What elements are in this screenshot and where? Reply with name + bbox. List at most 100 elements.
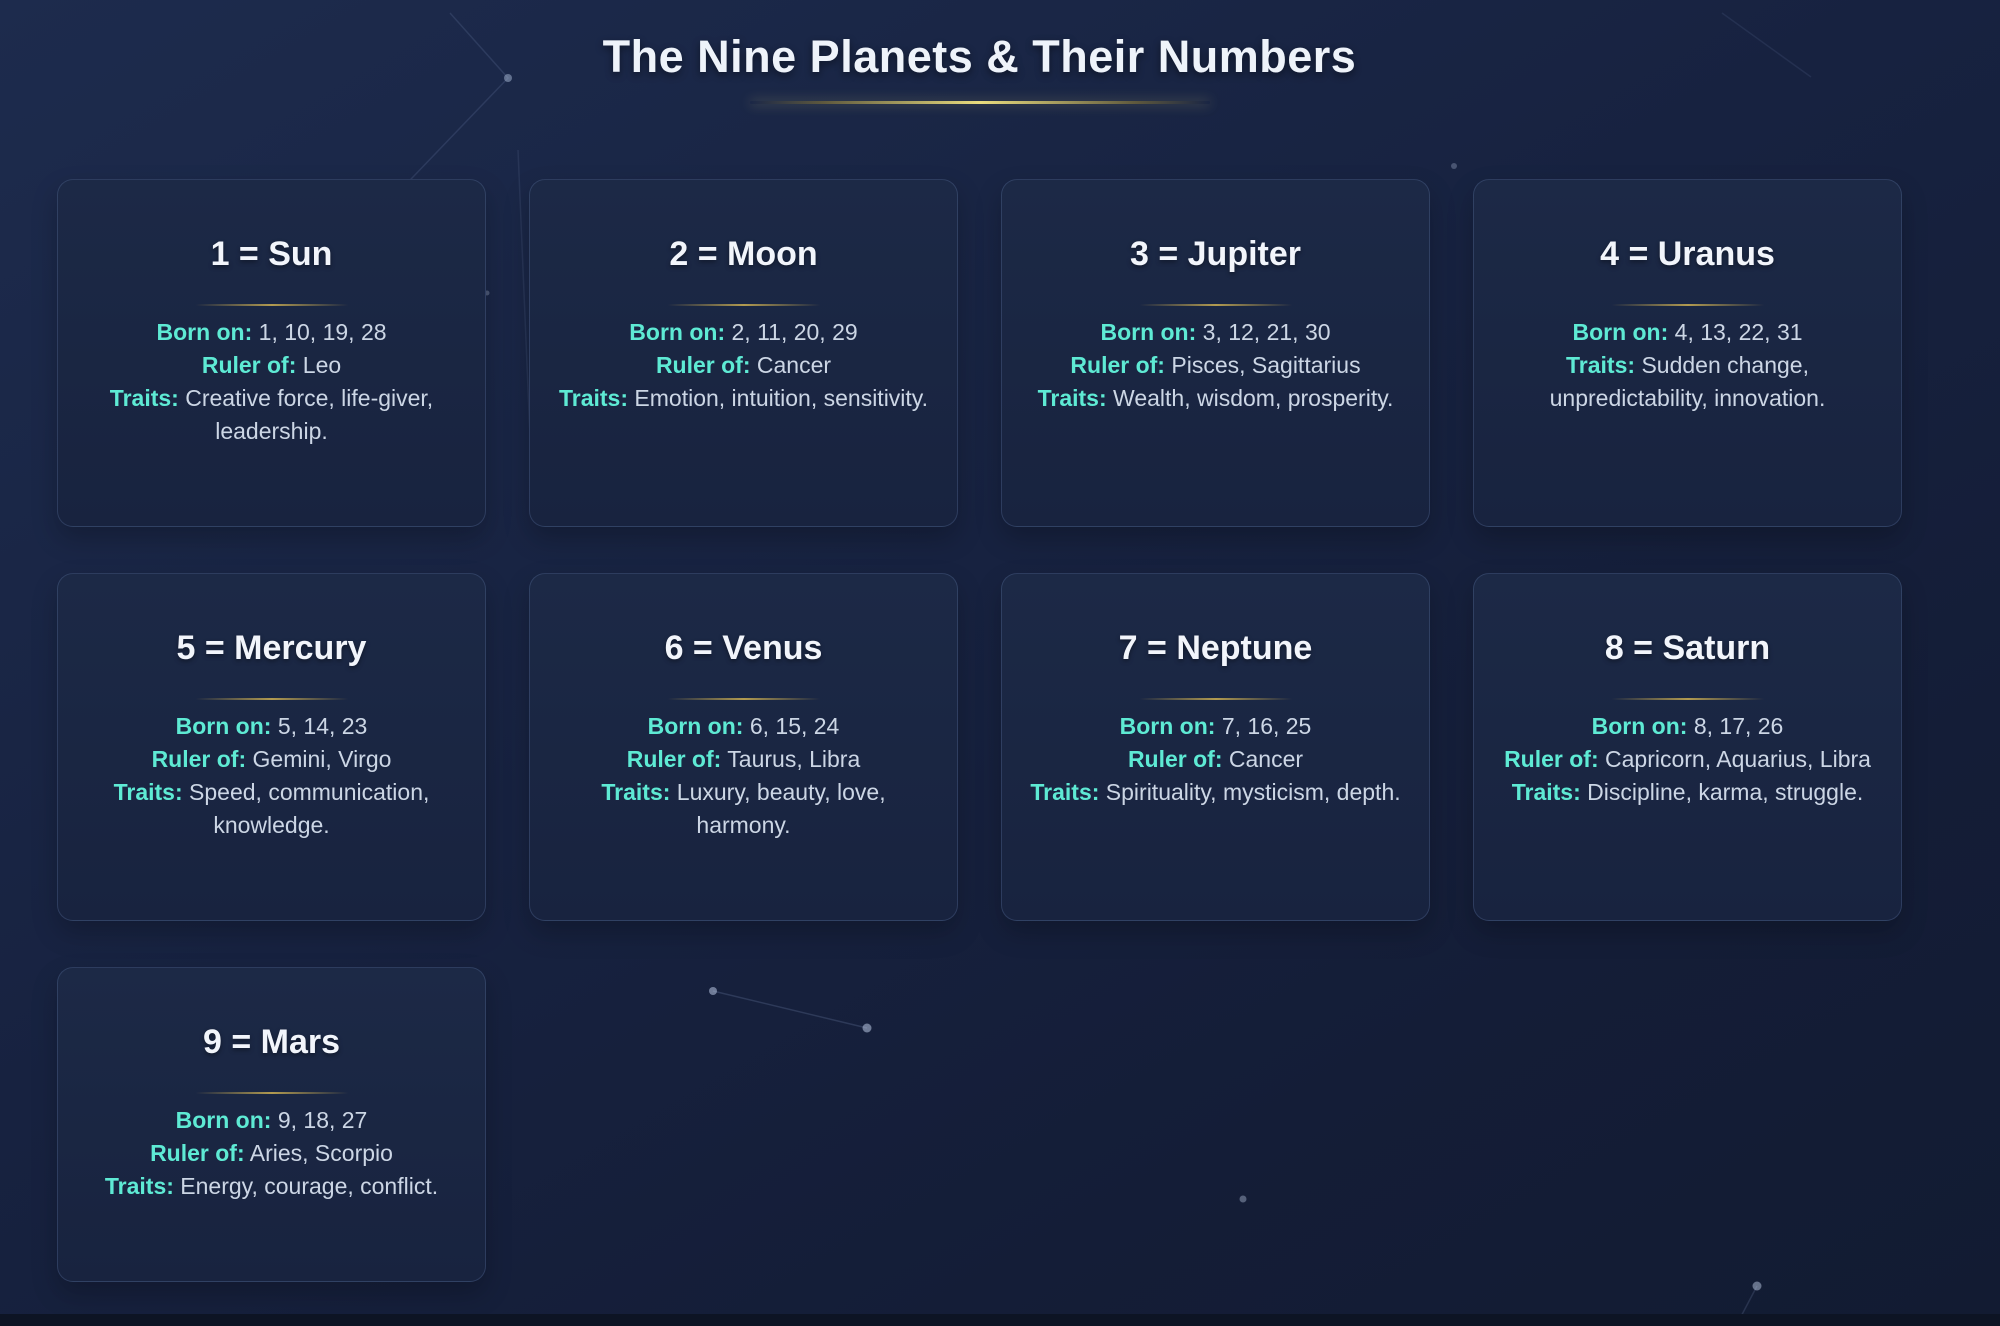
- ruler-of-label: Ruler of:: [1127, 746, 1223, 772]
- planet-card-title: 1 = Sun: [210, 235, 333, 273]
- born-on-value: 2, 11, 20, 29: [731, 319, 858, 345]
- ruler-of-label: Ruler of:: [150, 1140, 245, 1166]
- planet-card-title: 9 = Mars: [202, 1023, 341, 1061]
- card-underline: [667, 698, 820, 700]
- planet-card: 6 = Venus Born on: 6, 15, 24 Ruler of: T…: [529, 573, 958, 921]
- born-on-label: Born on:: [156, 319, 253, 345]
- card-underline: [1139, 698, 1292, 700]
- planet-card: 2 = Moon Born on: 2, 11, 20, 29 Ruler of…: [529, 179, 958, 527]
- planet-card-title: 5 = Mercury: [176, 629, 367, 667]
- born-on-label: Born on:: [1572, 319, 1669, 345]
- born-on-line: Born on: 9, 18, 27: [84, 1104, 459, 1137]
- born-on-line: Born on: 4, 13, 22, 31: [1500, 316, 1875, 349]
- page-title: The Nine Planets & Their Numbers: [602, 31, 1357, 82]
- planet-card-body: Born on: 8, 17, 26 Ruler of: Capricorn, …: [1474, 710, 1901, 809]
- ruler-of-line: Ruler of: Aries, Scorpio: [84, 1137, 459, 1170]
- ruler-of-line: Ruler of: Capricorn, Aquarius, Libra: [1500, 743, 1875, 776]
- born-on-line: Born on: 3, 12, 21, 30: [1028, 316, 1403, 349]
- ruler-of-value: Capricorn, Aquarius, Libra: [1605, 746, 1871, 772]
- ruler-of-label: Ruler of:: [151, 746, 247, 772]
- traits-line: Traits: Wealth, wisdom, prosperity.: [1028, 382, 1403, 415]
- born-on-label: Born on:: [629, 319, 726, 345]
- traits-value: Discipline, karma, struggle.: [1587, 779, 1864, 805]
- ruler-of-value: Cancer: [1228, 746, 1304, 772]
- traits-value: Emotion, intuition, sensitivity.: [634, 385, 928, 411]
- traits-label: Traits:: [1037, 385, 1107, 411]
- planet-card-body: Born on: 9, 18, 27 Ruler of: Aries, Scor…: [58, 1104, 485, 1203]
- planet-card: 8 = Saturn Born on: 8, 17, 26 Ruler of: …: [1473, 573, 1902, 921]
- born-on-label: Born on:: [1119, 713, 1216, 739]
- card-underline: [195, 304, 348, 306]
- ruler-of-label: Ruler of:: [1070, 352, 1165, 378]
- born-on-line: Born on: 8, 17, 26: [1500, 710, 1875, 743]
- traits-line: Traits: Emotion, intuition, sensitivity.: [556, 382, 931, 415]
- born-on-label: Born on:: [1100, 319, 1197, 345]
- ruler-of-value: Pisces, Sagittarius: [1171, 352, 1361, 378]
- traits-line: Traits: Creative force, life-giver, lead…: [84, 382, 459, 448]
- planet-card-title: 8 = Saturn: [1604, 629, 1771, 667]
- planet-card-body: Born on: 2, 11, 20, 29 Ruler of: Cancer …: [530, 316, 957, 415]
- planet-card-body: Born on: 3, 12, 21, 30 Ruler of: Pisces,…: [1002, 316, 1429, 415]
- ruler-of-line: Ruler of: Leo: [84, 349, 459, 382]
- born-on-line: Born on: 2, 11, 20, 29: [556, 316, 931, 349]
- born-on-value: 8, 17, 26: [1693, 713, 1784, 739]
- ruler-of-line: Ruler of: Gemini, Virgo: [84, 743, 459, 776]
- planet-card: 5 = Mercury Born on: 5, 14, 23 Ruler of:…: [57, 573, 486, 921]
- traits-label: Traits:: [601, 779, 671, 805]
- planet-card: 9 = Mars Born on: 9, 18, 27 Ruler of: Ar…: [57, 967, 486, 1282]
- traits-value: Luxury, beauty, love, harmony.: [676, 779, 886, 838]
- planet-card-title: 7 = Neptune: [1118, 629, 1313, 667]
- card-underline: [1611, 698, 1764, 700]
- born-on-label: Born on:: [175, 1107, 272, 1133]
- planet-card: 3 = Jupiter Born on: 3, 12, 21, 30 Ruler…: [1001, 179, 1430, 527]
- born-on-value: 5, 14, 23: [277, 713, 368, 739]
- page-header: The Nine Planets & Their Numbers: [57, 30, 1902, 104]
- title-underline: [749, 101, 1210, 104]
- traits-line: Traits: Spirituality, mysticism, depth.: [1028, 776, 1403, 809]
- planet-card-body: Born on: 7, 16, 25 Ruler of: Cancer Trai…: [1002, 710, 1429, 809]
- planet-card-body: Born on: 4, 13, 22, 31 Traits: Sudden ch…: [1474, 316, 1901, 415]
- ruler-of-label: Ruler of:: [1504, 746, 1599, 772]
- traits-line: Traits: Energy, courage, conflict.: [84, 1170, 459, 1203]
- traits-label: Traits:: [1566, 352, 1636, 378]
- ruler-of-value: Leo: [302, 352, 342, 378]
- ruler-of-line: Ruler of: Cancer: [1028, 743, 1403, 776]
- planet-grid: 1 = Sun Born on: 1, 10, 19, 28 Ruler of:…: [57, 179, 1902, 1282]
- ruler-of-value: Gemini, Virgo: [252, 746, 392, 772]
- traits-line: Traits: Speed, communication, knowledge.: [84, 776, 459, 842]
- born-on-value: 4, 13, 22, 31: [1674, 319, 1803, 345]
- planet-card-body: Born on: 5, 14, 23 Ruler of: Gemini, Vir…: [58, 710, 485, 842]
- ruler-of-line: Ruler of: Pisces, Sagittarius: [1028, 349, 1403, 382]
- born-on-value: 3, 12, 21, 30: [1202, 319, 1331, 345]
- born-on-label: Born on:: [1591, 713, 1688, 739]
- traits-label: Traits:: [109, 385, 179, 411]
- born-on-value: 6, 15, 24: [749, 713, 840, 739]
- born-on-line: Born on: 6, 15, 24: [556, 710, 931, 743]
- traits-value: Wealth, wisdom, prosperity.: [1113, 385, 1394, 411]
- ruler-of-label: Ruler of:: [201, 352, 297, 378]
- traits-value: Energy, courage, conflict.: [180, 1173, 439, 1199]
- born-on-label: Born on:: [175, 713, 272, 739]
- traits-label: Traits:: [104, 1173, 174, 1199]
- traits-line: Traits: Discipline, karma, struggle.: [1500, 776, 1875, 809]
- born-on-line: Born on: 1, 10, 19, 28: [84, 316, 459, 349]
- planet-card-body: Born on: 6, 15, 24 Ruler of: Taurus, Lib…: [530, 710, 957, 842]
- planet-card-body: Born on: 1, 10, 19, 28 Ruler of: Leo Tra…: [58, 316, 485, 448]
- ruler-of-label: Ruler of:: [626, 746, 722, 772]
- traits-value: Sudden change, unpredictability, innovat…: [1549, 352, 1826, 411]
- ruler-of-line: Ruler of: Taurus, Libra: [556, 743, 931, 776]
- born-on-value: 9, 18, 27: [277, 1107, 368, 1133]
- born-on-value: 7, 16, 25: [1221, 713, 1312, 739]
- traits-value: Creative force, life-giver, leadership.: [185, 385, 434, 444]
- ruler-of-line: Ruler of: Cancer: [556, 349, 931, 382]
- ruler-of-label: Ruler of:: [655, 352, 751, 378]
- born-on-line: Born on: 5, 14, 23: [84, 710, 459, 743]
- planet-card: 4 = Uranus Born on: 4, 13, 22, 31 Traits…: [1473, 179, 1902, 527]
- card-underline: [195, 1092, 348, 1094]
- traits-label: Traits:: [113, 779, 183, 805]
- traits-line: Traits: Sudden change, unpredictability,…: [1500, 349, 1875, 415]
- planet-card-title: 2 = Moon: [669, 235, 818, 273]
- planet-card-title: 3 = Jupiter: [1129, 235, 1301, 273]
- traits-value: Spirituality, mysticism, depth.: [1105, 779, 1401, 805]
- card-underline: [1139, 304, 1292, 306]
